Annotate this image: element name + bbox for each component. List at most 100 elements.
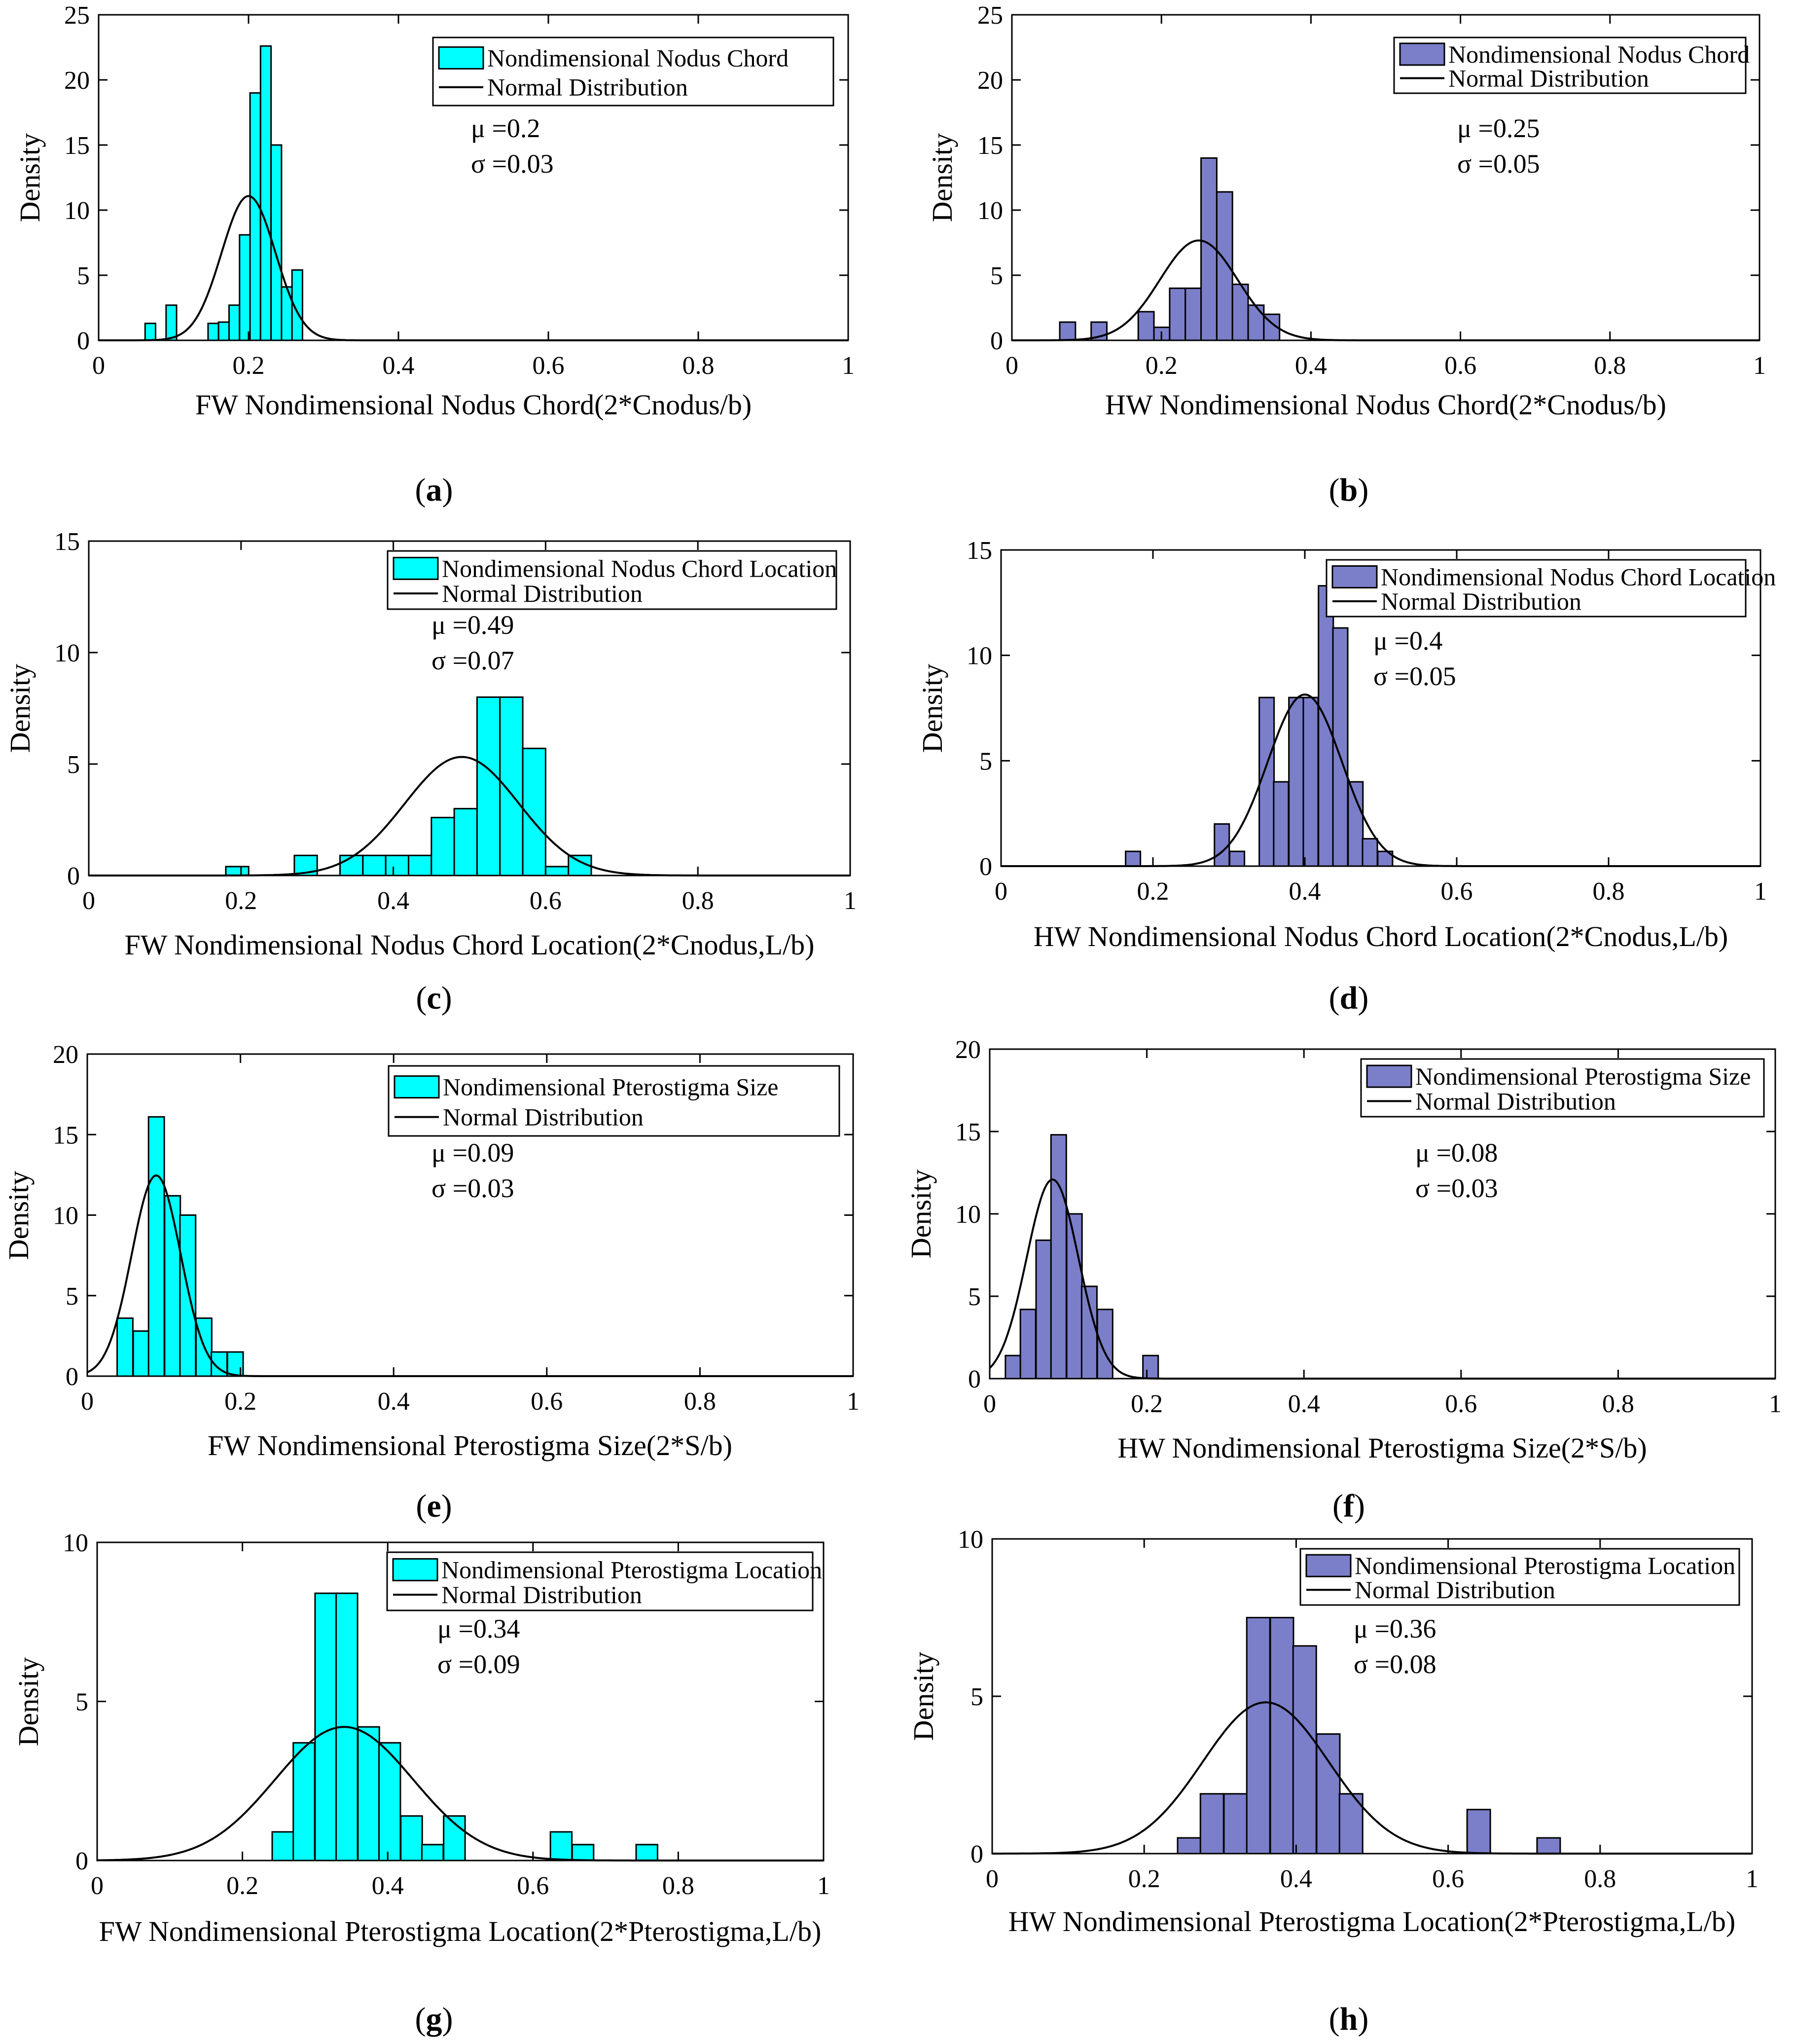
xtick-label-d-0: 0 [995,877,1007,906]
bar-g-1 [292,1742,316,1862]
legend-entry-histogram-e: Nondimensional Pterostigma Size [443,1073,778,1101]
legend-entry-normal-h: Normal Distribution [1355,1576,1555,1604]
legend-d [1326,559,1747,618]
bar-h-8 [1466,1809,1491,1855]
bar-c-5 [407,854,432,876]
xtick-label-a-5: 1 [842,352,855,380]
bar-b-9 [1247,304,1265,341]
bar-e-0 [116,1317,134,1377]
xtick-label-g-5: 1 [817,1872,830,1900]
xtick-label-f-4: 0.8 [1602,1390,1634,1418]
legend-entry-normal-e: Normal Distribution [443,1103,644,1131]
bar-f-1 [1019,1309,1037,1380]
sigma-annotation-b: σ =0.05 [1457,149,1540,179]
bar-g-10 [571,1844,595,1862]
ytick-label-e-1: 5 [66,1282,78,1311]
axes-frame-d [1000,549,1761,867]
mu-annotation-b: μ =0.25 [1457,113,1540,143]
xlabel-d: HW Nondimensional Nodus Chord Location(2… [1034,920,1728,952]
bar-f-7 [1142,1354,1159,1380]
bar-d-4 [1273,781,1290,867]
legend-entry-histogram-h: Nondimensional Pterostigma Location [1355,1552,1735,1579]
ytick-label-a-4: 20 [64,67,90,95]
bar-a-3 [217,321,230,341]
legend-swatch-f [1366,1064,1412,1088]
bar-e-3 [164,1195,181,1377]
caption-g: (g) [415,2001,453,2037]
ytick-label-h-0: 0 [970,1840,983,1868]
bar-b-0 [1059,321,1077,341]
xtick-label-h-2: 0.4 [1280,1865,1312,1893]
bar-f-5 [1080,1285,1098,1380]
xtick-label-c-1: 0.2 [225,887,257,915]
legend-entry-normal-g: Normal Distribution [441,1581,642,1608]
bar-a-7 [259,45,272,341]
bar-a-6 [249,92,261,341]
bar-c-11 [544,866,570,876]
legend-entry-histogram-g: Nondimensional Pterostigma Location [441,1556,822,1583]
bar-h-3 [1246,1617,1271,1855]
bar-b-1 [1090,321,1108,341]
bar-e-4 [179,1214,197,1377]
bar-h-1 [1199,1793,1224,1855]
sigma-annotation-f: σ =0.03 [1415,1173,1498,1203]
bar-b-4 [1169,287,1186,341]
bar-f-6 [1096,1309,1113,1380]
xtick-label-h-0: 0 [986,1865,999,1893]
ytick-label-b-3: 15 [977,132,1003,160]
mu-annotation-a: μ =0.2 [471,113,540,143]
bar-c-3 [362,854,387,876]
legend-a [432,36,834,107]
bar-b-2 [1137,311,1155,341]
legend-entry-normal-c: Normal Distribution [442,580,643,607]
mu-annotation-g: μ =0.34 [437,1614,520,1643]
legend-entry-histogram-d: Nondimensional Nodus Chord Location [1381,563,1776,591]
xtick-label-c-4: 0.8 [682,887,714,915]
xlabel-g: FW Nondimensional Pterostigma Location(2… [99,1915,822,1947]
ytick-label-a-2: 10 [64,197,90,225]
xtick-label-d-1: 0.2 [1137,877,1169,906]
bar-c-6 [431,816,455,876]
xtick-label-h-1: 0.2 [1128,1865,1160,1893]
mu-annotation-d: μ =0.4 [1373,626,1442,656]
ytick-label-c-1: 5 [67,751,80,779]
legend-b [1393,36,1747,94]
xlabel-f: HW Nondimensional Pterostigma Size(2*S/b… [1117,1432,1647,1464]
legend-swatch-h [1305,1554,1352,1577]
bar-c-4 [385,854,409,876]
legend-c [387,550,837,610]
xtick-label-g-4: 0.8 [662,1872,694,1900]
ytick-label-b-2: 10 [977,197,1003,225]
axes-frame-c [88,540,851,876]
xtick-label-d-2: 0.4 [1289,877,1321,906]
bar-h-5 [1292,1645,1317,1855]
caption-b: (b) [1329,472,1369,508]
xtick-label-h-3: 0.6 [1432,1865,1464,1893]
legend-h [1299,1548,1740,1606]
bar-h-4 [1269,1617,1294,1855]
ytick-label-f-3: 15 [955,1118,981,1146]
bar-f-2 [1035,1239,1052,1380]
legend-swatch-d [1331,565,1378,588]
bar-g-6 [400,1815,423,1862]
ytick-label-g-1: 5 [75,1688,88,1716]
xtick-label-g-3: 0.6 [517,1872,549,1900]
xlabel-a: FW Nondimensional Nodus Chord(2*Cnodus/b… [195,389,752,421]
xtick-label-e-3: 0.6 [531,1387,563,1416]
legend-swatch-a [438,46,484,70]
ytick-label-d-0: 0 [979,853,992,881]
xtick-label-e-2: 0.4 [378,1387,410,1416]
xtick-label-f-0: 0 [983,1390,996,1418]
sigma-annotation-h: σ =0.08 [1354,1649,1436,1679]
legend-entry-histogram-b: Nondimensional Nodus Chord [1448,40,1750,68]
legend-entry-histogram-a: Nondimensional Nodus Chord [487,44,789,72]
bar-a-1 [165,304,178,341]
bar-e-1 [132,1330,150,1377]
bar-d-1 [1214,823,1230,867]
